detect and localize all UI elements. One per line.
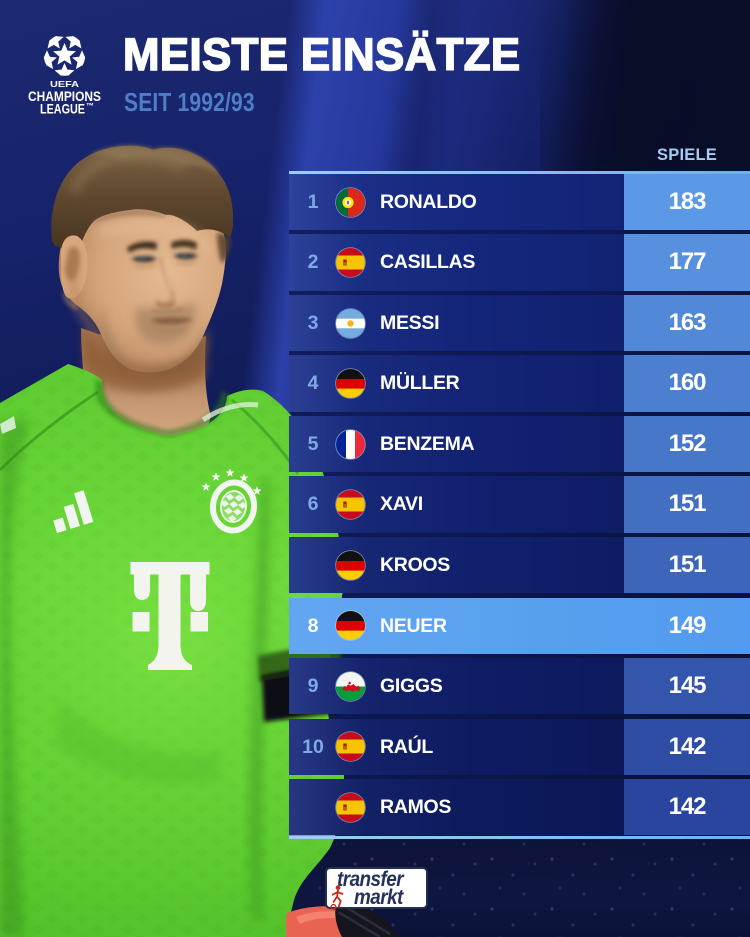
svg-text:UEFA: UEFA [50, 79, 79, 89]
svg-text:™: ™ [86, 102, 94, 111]
svg-text:LEAGUE: LEAGUE [40, 102, 85, 117]
svg-text:CHAMPIONS: CHAMPIONS [28, 89, 101, 104]
